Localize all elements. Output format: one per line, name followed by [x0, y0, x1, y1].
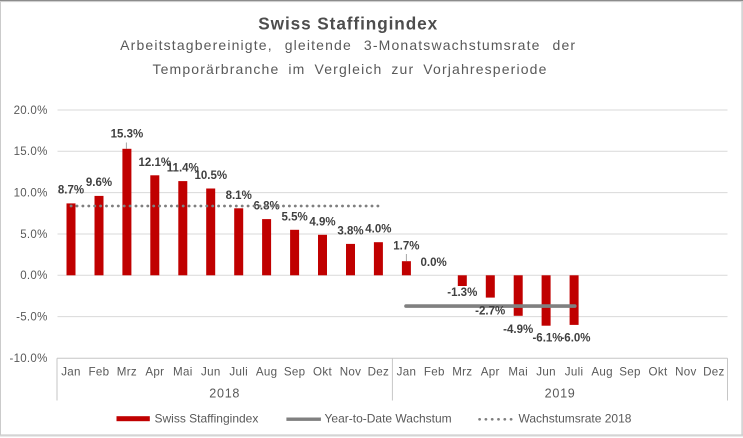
svg-text:Okt: Okt: [649, 366, 668, 379]
svg-text:3.8%: 3.8%: [337, 225, 363, 237]
svg-text:-6.1%: -6.1%: [532, 333, 562, 345]
svg-text:Juli: Juli: [565, 366, 584, 379]
svg-text:Jun: Jun: [536, 366, 556, 379]
svg-text:Arbeitstagbereinigte, gleitend: Arbeitstagbereinigte, gleitende 3-Monats…: [120, 37, 576, 53]
svg-text:-10.0%: -10.0%: [9, 353, 47, 365]
svg-text:Mrz: Mrz: [452, 366, 472, 379]
svg-text:Year-to-Date Wachstum: Year-to-Date Wachstum: [325, 412, 452, 426]
svg-text:Feb: Feb: [424, 366, 445, 379]
svg-text:4.9%: 4.9%: [309, 216, 335, 228]
svg-text:Apr: Apr: [481, 366, 500, 379]
svg-text:Okt: Okt: [313, 366, 332, 379]
svg-text:Dez: Dez: [368, 366, 390, 379]
svg-text:Apr: Apr: [145, 366, 164, 379]
svg-text:Jan: Jan: [397, 366, 417, 379]
svg-text:Aug: Aug: [256, 366, 278, 379]
svg-text:8.7%: 8.7%: [58, 185, 84, 197]
svg-text:Dez: Dez: [703, 366, 725, 379]
svg-text:Aug: Aug: [591, 366, 613, 379]
svg-text:15.3%: 15.3%: [111, 128, 144, 140]
svg-text:-5.0%: -5.0%: [16, 312, 47, 324]
svg-text:8.1%: 8.1%: [226, 190, 252, 202]
svg-text:Swiss Staffingindex: Swiss Staffingindex: [155, 412, 259, 426]
svg-text:Temporärbranche im Vergleich z: Temporärbranche im Vergleich zur Vorjahr…: [152, 61, 547, 77]
svg-text:9.6%: 9.6%: [86, 177, 112, 189]
svg-text:-2.7%: -2.7%: [475, 305, 505, 317]
svg-text:Sep: Sep: [619, 366, 641, 379]
svg-text:15.0%: 15.0%: [14, 146, 48, 158]
svg-text:Mai: Mai: [173, 366, 193, 379]
svg-text:1.7%: 1.7%: [393, 240, 419, 252]
svg-text:Jun: Jun: [201, 366, 221, 379]
svg-text:5.0%: 5.0%: [20, 229, 47, 241]
svg-text:Sep: Sep: [284, 366, 306, 379]
svg-text:Feb: Feb: [89, 366, 110, 379]
svg-text:Mrz: Mrz: [117, 366, 137, 379]
svg-text:Nov: Nov: [340, 366, 362, 379]
svg-text:10.5%: 10.5%: [194, 170, 227, 182]
svg-text:Nov: Nov: [675, 366, 697, 379]
svg-text:Juli: Juli: [229, 366, 248, 379]
svg-text:12.1%: 12.1%: [138, 157, 171, 169]
svg-text:-6.0%: -6.0%: [560, 333, 590, 345]
svg-text:Mai: Mai: [508, 366, 528, 379]
svg-text:11.4%: 11.4%: [167, 163, 199, 175]
svg-text:0.0%: 0.0%: [20, 270, 47, 282]
svg-text:Jan: Jan: [61, 366, 81, 379]
svg-text:20.0%: 20.0%: [14, 105, 48, 117]
svg-text:2018: 2018: [209, 387, 240, 401]
svg-text:4.0%: 4.0%: [365, 224, 391, 236]
svg-text:0.0%: 0.0%: [420, 257, 446, 269]
svg-text:10.0%: 10.0%: [14, 188, 48, 200]
svg-text:-1.3%: -1.3%: [447, 287, 477, 299]
svg-text:Wachstumsrate 2018: Wachstumsrate 2018: [519, 412, 632, 426]
svg-text:Swiss Staffingindex: Swiss Staffingindex: [258, 13, 438, 33]
svg-text:5.5%: 5.5%: [281, 211, 307, 223]
svg-text:-4.9%: -4.9%: [503, 324, 533, 336]
svg-text:2019: 2019: [545, 387, 576, 401]
